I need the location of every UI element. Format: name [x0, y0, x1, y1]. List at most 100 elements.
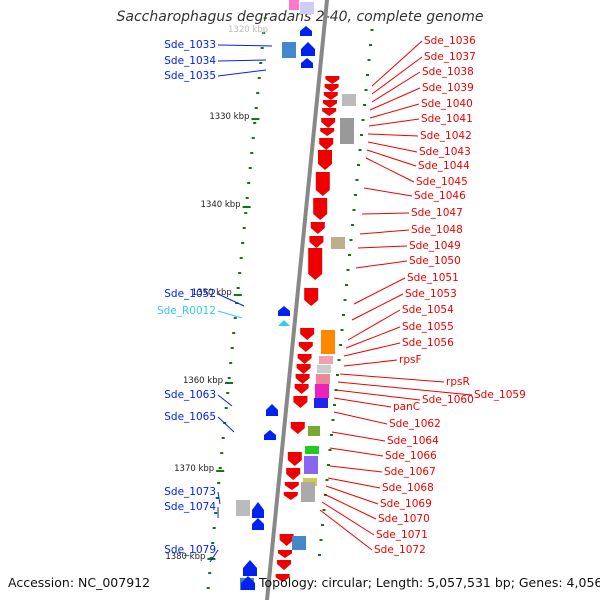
left-gene-label: Sde_R0012 — [157, 305, 216, 317]
reverse-gene-arrow — [286, 468, 301, 480]
left-leader-line — [217, 491, 221, 505]
right-gene-label: Sde_1042 — [420, 130, 472, 142]
right-gene-label: Sde_1069 — [380, 498, 432, 510]
right-gene-label: Sde_1049 — [409, 240, 461, 252]
right-gene-label: Sde_1051 — [407, 272, 459, 284]
left-leader-line — [217, 59, 267, 62]
reverse-gene-arrow — [308, 248, 323, 280]
reverse-gene-arrow — [277, 560, 291, 570]
scale-tick-label: 1370 kbp — [174, 464, 214, 474]
right-leader-line — [353, 277, 406, 305]
right-leader-line — [371, 56, 423, 95]
right-leader-line — [367, 133, 419, 137]
right-leader-line — [323, 493, 377, 520]
right-leader-line — [363, 187, 413, 197]
left-gene-label: Sde_1065 — [164, 411, 216, 423]
reverse-gene-arrow — [323, 92, 338, 100]
feature-box — [304, 456, 318, 474]
genome-backbone — [264, 0, 330, 600]
right-leader-line — [367, 141, 418, 153]
right-gene-label: panC — [393, 401, 420, 413]
right-gene-label: Sde_1060 — [422, 394, 474, 406]
left-leader-line — [217, 293, 245, 307]
feature-box — [308, 426, 320, 436]
right-leader-line — [351, 293, 404, 321]
right-leader-line — [321, 501, 375, 536]
reverse-gene-arrow — [310, 222, 325, 234]
right-gene-label: Sde_1036 — [424, 35, 476, 47]
right-leader-line — [359, 229, 410, 235]
right-leader-line — [368, 118, 420, 127]
right-leader-line — [329, 465, 383, 473]
scale-tick-label: 1350 kbp — [192, 288, 232, 298]
left-gene-label: Sde_1034 — [164, 55, 216, 67]
reverse-gene-arrow — [323, 100, 337, 108]
right-gene-label: Sde_1064 — [387, 435, 439, 447]
reverse-gene-arrow — [297, 354, 312, 364]
reverse-gene-arrow — [293, 396, 308, 408]
forward-gene-arrow — [243, 560, 257, 576]
reverse-gene-arrow — [324, 84, 339, 92]
right-leader-line — [333, 397, 392, 408]
reverse-gene-arrow — [298, 342, 313, 352]
reverse-gene-arrow — [313, 198, 328, 220]
right-gene-label: Sde_1039 — [422, 82, 474, 94]
scale-tick-label: 1380 kbp — [165, 552, 205, 562]
rna-gene-arrow — [278, 320, 290, 326]
right-gene-label: Sde_1044 — [418, 160, 470, 172]
right-leader-line — [369, 87, 421, 111]
left-gene-label: Sde_1073 — [164, 486, 216, 498]
right-gene-label: Sde_1066 — [385, 450, 437, 462]
right-gene-label: Sde_1054 — [402, 304, 454, 316]
left-gene-label: Sde_1074 — [164, 501, 216, 513]
reverse-gene-arrow — [284, 482, 299, 490]
forward-gene-arrow — [301, 42, 315, 56]
reverse-gene-arrow — [315, 172, 330, 196]
right-gene-label: Sde_1072 — [374, 544, 426, 556]
left-leader-line — [217, 44, 273, 47]
right-gene-label: Sde_1038 — [422, 66, 474, 78]
scale-tick-label: 1340 kbp — [201, 200, 241, 210]
right-gene-label: Sde_1053 — [405, 288, 457, 300]
right-gene-label: Sde_1056 — [402, 337, 454, 349]
right-leader-line — [331, 431, 386, 442]
right-leader-line — [365, 157, 415, 183]
right-leader-line — [343, 359, 398, 367]
feature-box — [305, 446, 319, 454]
right-leader-line — [327, 477, 381, 489]
right-leader-line — [371, 71, 421, 103]
reverse-gene-arrow — [325, 76, 340, 84]
reverse-gene-arrow — [279, 534, 294, 546]
left-leader-line — [217, 416, 235, 433]
feature-box — [340, 118, 354, 144]
right-gene-label: Sde_1050 — [409, 255, 461, 267]
right-leader-line — [337, 381, 473, 396]
reverse-gene-arrow — [318, 150, 332, 170]
left-gene-label: Sde_1063 — [164, 389, 216, 401]
right-leader-line — [347, 309, 401, 341]
right-leader-line — [325, 485, 379, 505]
forward-gene-arrow — [241, 576, 255, 590]
reverse-gene-arrow — [296, 364, 311, 374]
forward-gene-arrow — [252, 502, 264, 518]
map-title: Saccharophagus degradans 2-40, complete … — [116, 9, 484, 25]
right-leader-line — [357, 245, 408, 249]
right-gene-label: Sde_1047 — [411, 207, 463, 219]
reverse-gene-arrow — [322, 108, 337, 116]
left-gene-label: Sde_1035 — [164, 70, 216, 82]
reverse-gene-arrow — [295, 374, 310, 384]
feature-box — [292, 536, 306, 550]
right-gene-label: Sde_1059 — [474, 389, 526, 401]
reverse-gene-arrow — [320, 128, 335, 136]
right-gene-label: Sde_1062 — [389, 418, 441, 430]
right-leader-line — [369, 103, 420, 119]
forward-gene-arrow — [278, 306, 290, 316]
reverse-gene-arrow — [300, 328, 315, 340]
forward-feature-box — [289, 0, 299, 10]
feature-box — [331, 237, 345, 249]
forward-gene-arrow — [301, 58, 313, 68]
right-leader-line — [339, 373, 445, 383]
left-gene-label: Sde_1079 — [164, 544, 216, 556]
right-gene-label: Sde_1045 — [416, 176, 468, 188]
